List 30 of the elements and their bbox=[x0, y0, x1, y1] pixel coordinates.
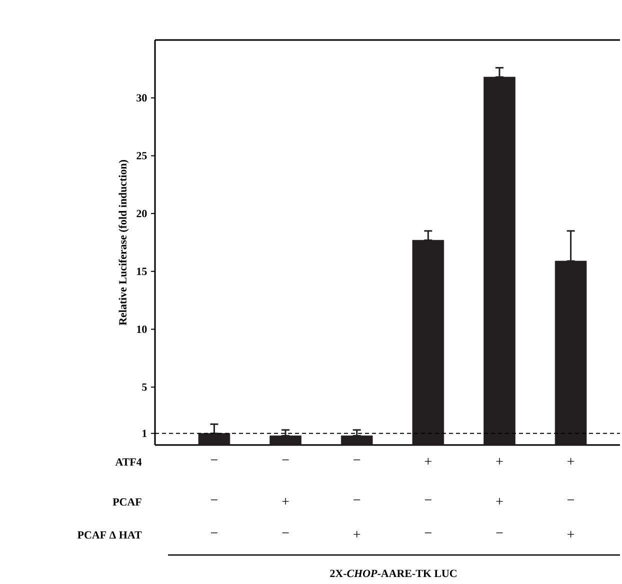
text: − bbox=[210, 499, 218, 500]
y-tick-label: 5 bbox=[142, 383, 147, 391]
text: + bbox=[496, 458, 503, 465]
text: − bbox=[424, 532, 432, 534]
text: + bbox=[282, 498, 289, 505]
text: − bbox=[496, 532, 503, 534]
text: − bbox=[282, 532, 289, 534]
y-tick-label: 30 bbox=[136, 94, 147, 102]
text: + bbox=[354, 531, 360, 538]
text: − bbox=[210, 532, 218, 534]
text: 2X-CHOP-AARE-TK LUC bbox=[330, 570, 456, 578]
text: − bbox=[424, 499, 432, 500]
text: − bbox=[568, 499, 574, 500]
text: PCAF Δ HAT bbox=[77, 531, 142, 539]
text: − bbox=[210, 459, 218, 460]
y-tick-label: 25 bbox=[136, 152, 147, 160]
text: PCAF bbox=[112, 498, 142, 506]
text: + bbox=[568, 458, 574, 465]
y-axis-title: Relative Luciferase (fold induction) bbox=[118, 160, 129, 326]
text: − bbox=[354, 499, 360, 500]
text: + bbox=[424, 458, 432, 465]
y-tick-label: 1 bbox=[142, 430, 147, 438]
y-tick-label: 15 bbox=[137, 268, 147, 276]
text: − bbox=[282, 459, 289, 460]
text: − bbox=[354, 459, 360, 460]
y-tick-label: 10 bbox=[137, 326, 147, 333]
y-tick-label: 20 bbox=[136, 210, 147, 218]
text: + bbox=[496, 498, 503, 505]
text: ATF4 bbox=[115, 458, 142, 466]
text: + bbox=[568, 531, 574, 538]
